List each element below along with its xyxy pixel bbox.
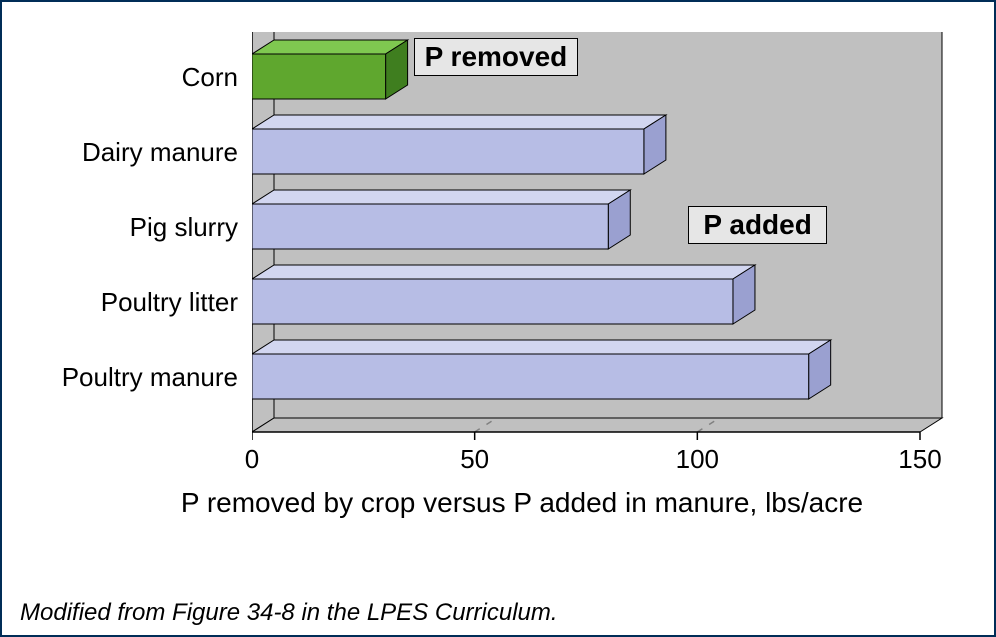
category-label: Poultry litter — [32, 287, 238, 318]
caption-text: Modified from Figure 34-8 in the LPES Cu… — [20, 599, 558, 626]
x-tick-label: 0 — [222, 444, 282, 475]
x-tick-label: 50 — [445, 444, 505, 475]
category-label: Pig slurry — [32, 212, 238, 243]
annotation-p-removed: P removed — [414, 38, 579, 76]
x-tick-label: 150 — [890, 444, 950, 475]
category-label: Dairy manure — [32, 137, 238, 168]
annotation-p-added: P added — [688, 206, 826, 244]
x-axis-title: P removed by crop versus P added in manu… — [92, 487, 952, 519]
figure-caption: Modified from Figure 34-8 in the LPES Cu… — [20, 599, 960, 627]
category-label: Poultry manure — [32, 362, 238, 393]
plot-background — [252, 32, 992, 472]
chart-area: 0 50 100 150 Corn Dairy manure Pig slurry Poult… — [32, 14, 968, 544]
figure-frame: 0 50 100 150 Corn Dairy manure Pig slurry Poult… — [0, 0, 996, 637]
category-label: Corn — [32, 62, 238, 93]
x-tick-label: 100 — [667, 444, 727, 475]
